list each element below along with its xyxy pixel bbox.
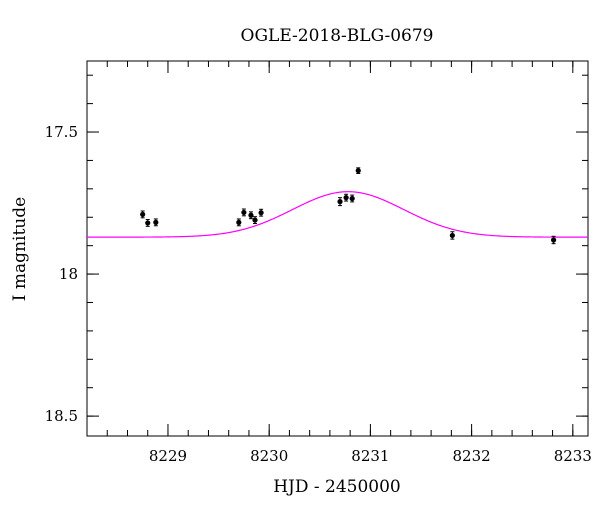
model-curve bbox=[87, 191, 588, 238]
plot-frame bbox=[86, 60, 589, 437]
data-point bbox=[355, 168, 361, 174]
y-tick-labels: 17.5 18 18.5 bbox=[45, 123, 78, 425]
x-axis-label: HJD - 2450000 bbox=[273, 477, 401, 497]
x-tick-label: 8233 bbox=[554, 447, 592, 465]
data-point bbox=[252, 217, 258, 223]
data-point bbox=[550, 237, 557, 243]
x-tick-label: 8232 bbox=[453, 447, 491, 465]
data-point bbox=[349, 195, 355, 202]
data-point bbox=[449, 232, 455, 239]
chart-title: OGLE-2018-BLG-0679 bbox=[241, 26, 434, 46]
x-tick-label: 8231 bbox=[351, 447, 389, 465]
data-point bbox=[140, 211, 146, 218]
y-axis-label: I magnitude bbox=[10, 197, 30, 301]
x-tick-labels: 8229 8230 8231 8232 8233 bbox=[149, 447, 592, 465]
minor-ticks bbox=[86, 61, 588, 436]
data-point bbox=[248, 212, 254, 218]
data-point bbox=[241, 209, 247, 216]
x-tick-label: 8229 bbox=[149, 447, 187, 465]
data-point bbox=[153, 219, 159, 225]
data-point bbox=[145, 220, 151, 226]
data-point bbox=[343, 195, 349, 201]
data-point bbox=[236, 219, 242, 225]
major-ticks bbox=[87, 61, 588, 436]
y-tick-label: 18 bbox=[59, 265, 78, 283]
y-tick-label: 17.5 bbox=[45, 123, 78, 141]
data-point bbox=[337, 199, 343, 205]
data-point bbox=[258, 210, 264, 216]
x-tick-label: 8230 bbox=[250, 447, 288, 465]
y-tick-label: 18.5 bbox=[45, 407, 78, 425]
data-points bbox=[140, 167, 557, 245]
